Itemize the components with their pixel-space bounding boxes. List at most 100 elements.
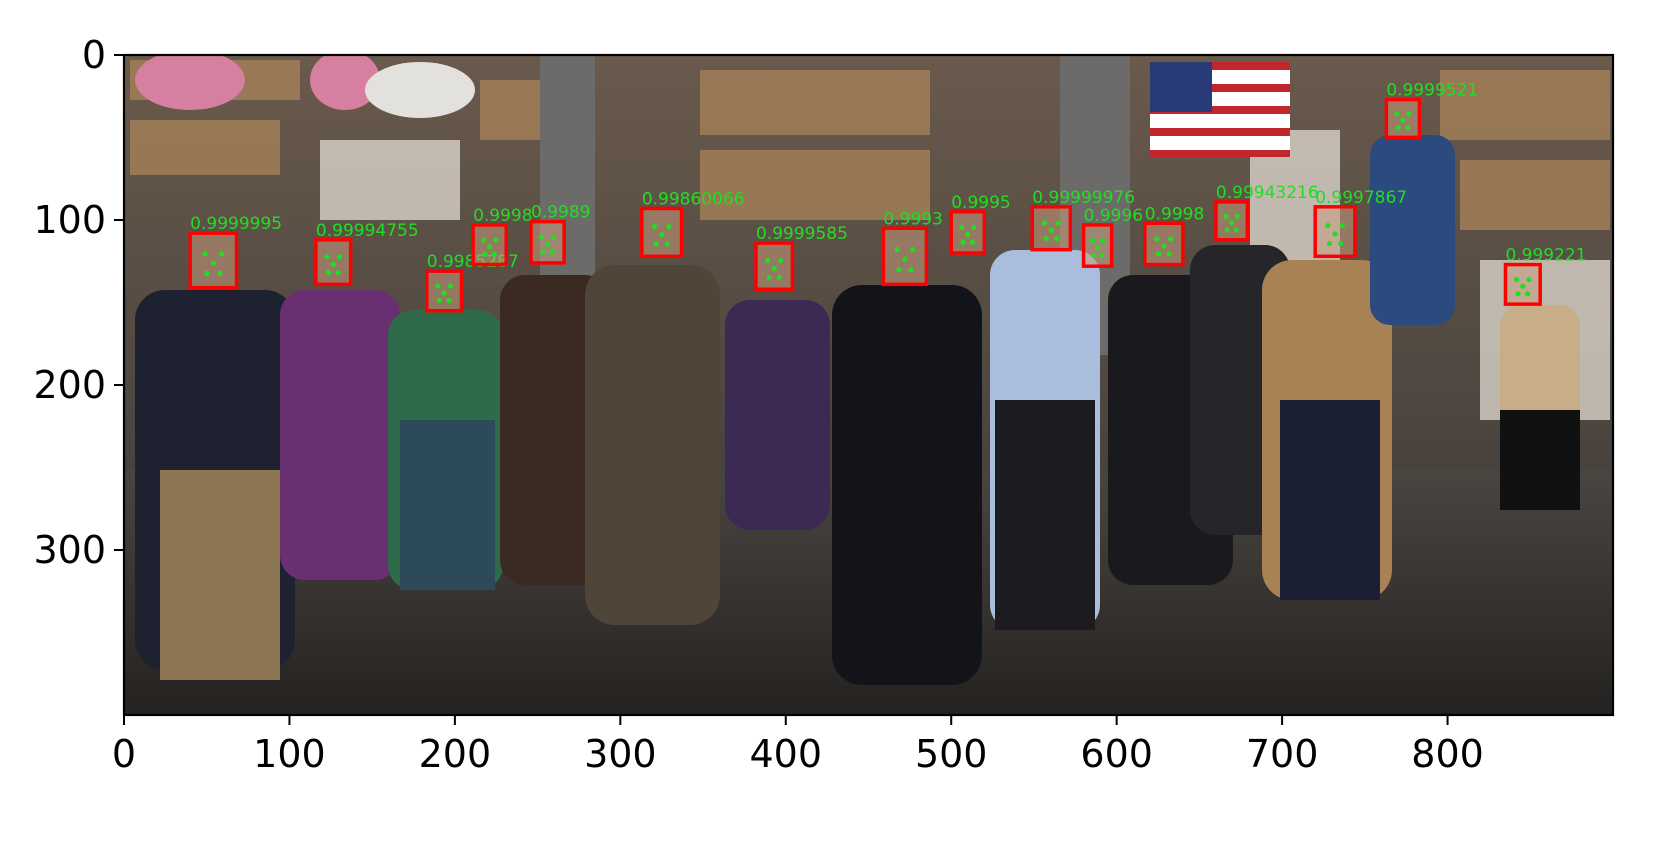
face-detection: 0.99860066 — [640, 189, 745, 259]
landmark-point — [441, 290, 447, 296]
landmark-point — [1525, 291, 1531, 297]
landmark-point — [778, 258, 784, 264]
landmark-point — [1055, 220, 1061, 226]
detection-score-label: 0.9998 — [473, 206, 532, 226]
landmark-point — [1054, 235, 1060, 242]
people-silhouettes — [135, 135, 1580, 685]
landmark-point — [447, 283, 453, 289]
detection-score-label: 0.99999976 — [1032, 188, 1135, 208]
landmark-point — [959, 224, 965, 231]
landmark-point — [1326, 240, 1333, 247]
landmark-point — [908, 267, 914, 273]
detection-score-label: 0.9999995 — [190, 214, 282, 234]
landmark-point — [1091, 252, 1097, 259]
x-tick-label: 100 — [253, 732, 326, 776]
landmark-point — [324, 254, 330, 260]
landmark-point — [1154, 236, 1160, 242]
x-axis: 0 100 200 300 400 500 600 700 800 — [112, 715, 1484, 776]
landmark-point — [330, 261, 336, 267]
bounding-box — [529, 219, 566, 265]
landmark-point — [1089, 238, 1096, 244]
landmark-point — [491, 251, 497, 257]
landmark-point — [1043, 235, 1049, 242]
landmark-point — [960, 239, 966, 245]
landmark-point — [965, 231, 971, 238]
face-detection: 0.9998 — [1143, 204, 1204, 267]
face-detection: 0.9995 — [949, 193, 1011, 255]
landmark-point — [1394, 111, 1400, 117]
landmark-point — [1095, 245, 1101, 251]
landmark-point — [1161, 243, 1167, 249]
detection-score-label: 0.9996 — [1084, 206, 1143, 226]
landmark-point — [1224, 227, 1230, 233]
landmark-point — [776, 274, 782, 280]
landmark-point — [202, 251, 208, 257]
bounding-box — [188, 231, 239, 290]
detection-score-label: 0.9998 — [1145, 204, 1204, 224]
landmark-point — [540, 249, 546, 255]
x-tick-label: 600 — [1080, 732, 1153, 776]
landmark-point — [481, 237, 487, 243]
landmark-point — [969, 239, 975, 245]
face-detection: 0.9998 — [471, 206, 533, 267]
landmark-point — [1041, 220, 1048, 226]
landmark-point — [204, 270, 210, 277]
landmark-point — [482, 251, 488, 257]
bounding-box — [754, 241, 795, 292]
bounding-box — [949, 210, 987, 255]
landmark-point — [446, 297, 452, 304]
landmark-point — [1338, 240, 1344, 247]
landmark-point — [664, 241, 670, 247]
landmark-point — [544, 241, 551, 247]
bounding-box — [314, 238, 353, 287]
landmark-point — [1526, 276, 1532, 283]
landmark-point — [335, 270, 341, 276]
landmark-point — [1168, 236, 1174, 242]
face-detection: 0.9993 — [881, 209, 943, 287]
detection-score-label: 0.999221 — [1505, 246, 1586, 266]
landmark-point — [653, 241, 659, 247]
detection-score-label: 0.9995 — [951, 193, 1010, 213]
y-axis: 0 100 200 300 — [33, 33, 124, 572]
landmark-point — [651, 224, 658, 230]
photo-image — [124, 55, 1613, 715]
x-tick-label: 300 — [584, 732, 657, 776]
landmark-point — [1229, 220, 1235, 226]
face-detection: 0.9989 — [529, 203, 590, 265]
landmark-point — [896, 267, 902, 273]
bounding-box — [425, 269, 464, 313]
landmark-point — [210, 260, 216, 266]
landmark-point — [492, 237, 499, 243]
face-detection: 0.9999521 — [1384, 81, 1478, 140]
detections-layer: 0.9999995 0.999947550.99852870.99980.9989… — [188, 81, 1587, 313]
y-tick-label: 100 — [33, 198, 106, 242]
x-tick-label: 500 — [915, 732, 988, 776]
face-region — [190, 233, 237, 288]
landmark-point — [902, 256, 908, 262]
landmark-point — [487, 244, 493, 250]
landmark-point — [765, 258, 771, 264]
detection-score-label: 0.99943216 — [1216, 183, 1319, 203]
landmark-point — [910, 246, 916, 253]
bounding-box — [1384, 97, 1422, 140]
landmark-point — [1155, 251, 1162, 257]
y-tick-label: 200 — [33, 363, 106, 407]
bounding-box — [881, 226, 929, 287]
landmark-point — [436, 297, 442, 304]
x-tick-label: 200 — [419, 732, 492, 776]
detection-score-label: 0.99994755 — [316, 221, 419, 241]
landmark-point — [1166, 251, 1172, 257]
bounding-box — [640, 206, 684, 259]
bounding-box — [1503, 262, 1542, 306]
landmark-point — [219, 251, 225, 257]
landmark-point — [1048, 227, 1054, 233]
face-detection: 0.9996 — [1081, 206, 1143, 268]
face-detection: 0.9999995 — [188, 214, 282, 290]
bounding-box — [1081, 223, 1114, 268]
bounding-box — [1030, 205, 1073, 252]
landmark-point — [1404, 125, 1411, 131]
landmark-point — [771, 265, 777, 272]
bounding-box — [471, 223, 508, 267]
landmark-point — [1223, 213, 1229, 219]
